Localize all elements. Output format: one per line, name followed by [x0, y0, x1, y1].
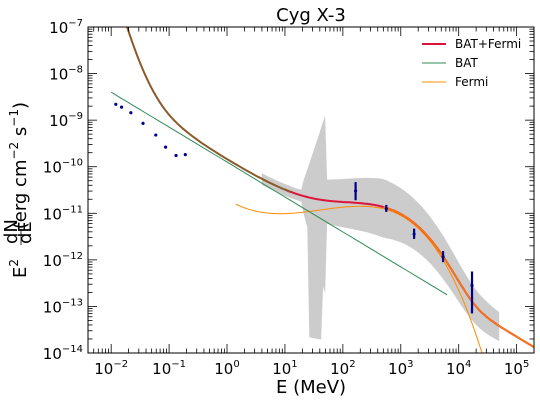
y-axis-title-units-end: )	[10, 102, 31, 109]
data-point	[384, 204, 388, 212]
x-tick-label: 101	[272, 359, 297, 378]
data-point	[141, 121, 145, 126]
legend: BAT+Fermi BAT Fermi	[422, 37, 521, 89]
data-point	[441, 251, 445, 263]
legend-label: BAT	[455, 56, 479, 70]
svg-text:E2 (erg cm−2 s−1): E2 (erg cm−2 s−1)	[7, 102, 31, 278]
data-point-marker	[183, 153, 187, 157]
data-point-marker	[470, 283, 474, 288]
bat-line	[110, 91, 448, 296]
legend-entry: BAT	[422, 56, 479, 70]
legend-entry: Fermi	[422, 75, 488, 89]
y-axis-title-units-mid: s	[10, 127, 31, 142]
y-tick-label: 10−14	[43, 344, 83, 363]
data-point-marker	[141, 121, 145, 126]
data-point	[129, 111, 133, 115]
data-point-marker	[164, 145, 168, 149]
y-axis-title: E2 (erg cm−2 s−1) dN dE	[1, 102, 36, 278]
x-tick-label: 105	[504, 359, 529, 378]
data-point	[119, 105, 124, 109]
data-point-marker	[384, 207, 388, 211]
data-point	[470, 271, 474, 314]
y-tick-label: 10−10	[43, 158, 83, 177]
data-point-marker	[129, 111, 133, 115]
legend-label: Fermi	[455, 75, 488, 89]
plot-frame	[87, 26, 535, 354]
y-axis-title-frac-den: dE	[15, 221, 36, 244]
data-point	[164, 145, 168, 149]
axis-ticks: 10−2 10−1 100 101 102 103 104 105 10−14 10−13 10−1…	[43, 18, 534, 378]
uncertainty-band	[261, 115, 500, 342]
bat-fermi-overlay-line	[126, 27, 292, 193]
y-axis-title-units: (erg cm	[10, 160, 31, 230]
y-tick-label: 10−11	[43, 204, 83, 223]
data-point-marker	[441, 254, 445, 259]
data-point-marker	[174, 153, 178, 158]
x-tick-label: 103	[388, 359, 413, 378]
y-tick-label: 10−13	[43, 297, 83, 316]
data-point-marker	[354, 189, 358, 193]
data-point	[354, 182, 358, 201]
y-axis-title-e: E	[10, 267, 31, 278]
data-point-marker	[119, 105, 124, 109]
x-tick-label: 102	[330, 359, 355, 378]
y-tick-label: 10−12	[43, 251, 83, 270]
y-axis-title-sup: 2	[7, 259, 21, 267]
y-axis-title-frac-num: dN	[1, 219, 22, 244]
legend-label: BAT+Fermi	[455, 37, 521, 51]
y-tick-label: 10−7	[49, 18, 83, 37]
data-point	[183, 153, 187, 157]
x-tick-label: 104	[446, 359, 471, 378]
data-point-marker	[154, 133, 158, 137]
x-tick-label: 10−2	[94, 359, 128, 378]
legend-entry: BAT+Fermi	[422, 37, 521, 51]
y-tick-label: 10−8	[49, 65, 83, 84]
x-tick-label: 10−1	[152, 359, 186, 378]
data-point-marker	[114, 102, 118, 106]
data-point	[114, 102, 118, 106]
y-tick-label: 10−9	[49, 111, 83, 130]
x-tick-label: 100	[214, 359, 239, 378]
data-point	[154, 133, 158, 137]
data-point	[174, 153, 178, 158]
plot-area	[110, 27, 534, 353]
y-axis-title-units-sup: −2	[7, 142, 21, 160]
data-point-marker	[412, 232, 416, 236]
x-axis-title: E (MeV)	[276, 377, 346, 398]
chart-title: Cyg X-3	[276, 5, 346, 26]
data-point	[412, 228, 416, 239]
y-axis-title-units-sup2: −1	[7, 109, 21, 127]
bat-fermi-overlay-line-high	[383, 206, 534, 348]
